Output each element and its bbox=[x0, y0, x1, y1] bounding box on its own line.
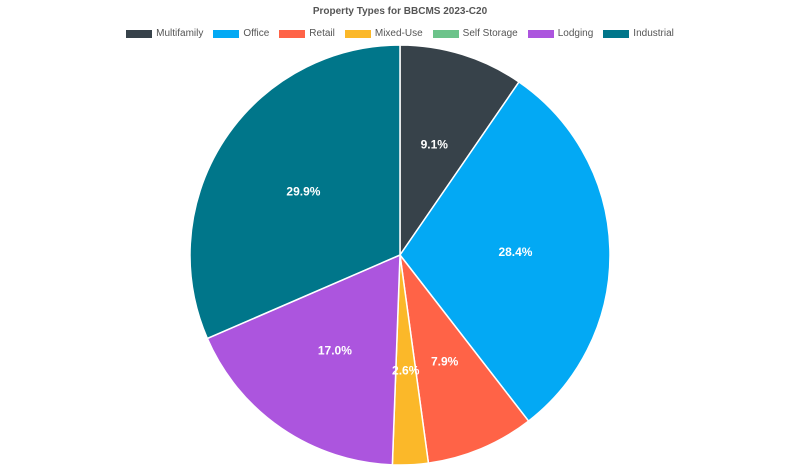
legend-swatch bbox=[603, 29, 630, 38]
legend-label: Retail bbox=[309, 28, 335, 39]
legend-swatch bbox=[126, 29, 153, 38]
legend-label: Industrial bbox=[633, 28, 674, 39]
legend: Multifamily Office Retail Mixed-Use Self Sto… bbox=[0, 28, 800, 39]
pie-slice-office[interactable] bbox=[399, 80, 611, 423]
legend-label: Lodging bbox=[557, 28, 594, 39]
legend-swatch bbox=[527, 29, 554, 38]
slice-label: 17.0% bbox=[318, 343, 352, 357]
legend-item[interactable]: Mixed-Use bbox=[344, 28, 423, 39]
chart-title: Property Types for BBCMS 2023-C20 bbox=[312, 6, 488, 17]
legend-swatch bbox=[213, 29, 240, 38]
slice-label: 7.9% bbox=[431, 355, 459, 369]
legend-swatch bbox=[432, 29, 459, 38]
pie-slice-industrial[interactable] bbox=[189, 44, 401, 340]
slice-label: 9.1% bbox=[421, 138, 449, 152]
slice-label: 2.6% bbox=[392, 363, 420, 377]
pie-slice-lodging[interactable] bbox=[206, 253, 401, 466]
legend-label: Multifamily bbox=[156, 28, 204, 39]
pie-slice-multifamily[interactable] bbox=[399, 44, 521, 258]
legend-item[interactable]: Multifamily bbox=[126, 28, 203, 39]
legend-label: Self Storage bbox=[462, 28, 518, 39]
slice-label: 28.4% bbox=[498, 245, 532, 259]
legend-item[interactable]: Office bbox=[213, 28, 269, 39]
legend-swatch bbox=[344, 29, 371, 38]
legend-label: Mixed-Use bbox=[374, 28, 423, 39]
pie-slice-retail[interactable] bbox=[398, 252, 530, 464]
legend-label: Office bbox=[243, 28, 270, 39]
legend-item[interactable]: Lodging bbox=[527, 28, 594, 39]
legend-item[interactable]: Self Storage bbox=[432, 28, 518, 39]
slice-label: 29.9% bbox=[286, 185, 320, 199]
legend-swatch bbox=[279, 29, 306, 38]
legend-item[interactable]: Industrial bbox=[603, 28, 674, 39]
legend-item[interactable]: Retail bbox=[279, 28, 335, 39]
